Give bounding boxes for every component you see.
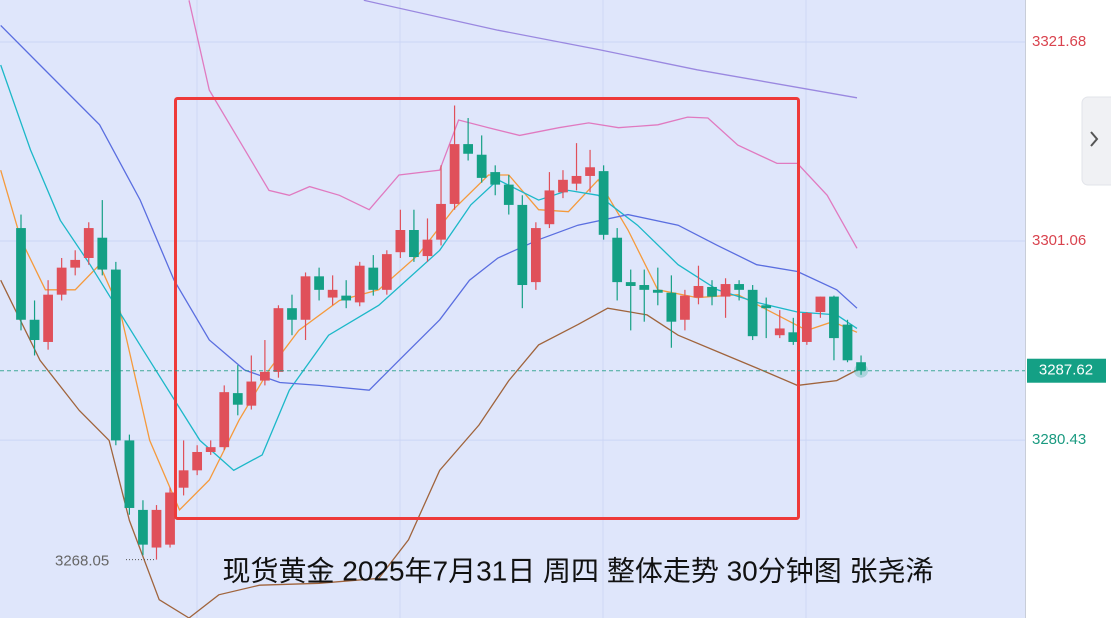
candle-body (436, 203, 446, 240)
candle-body (856, 362, 866, 371)
candle-body (585, 167, 595, 176)
candle-body (788, 332, 799, 342)
overlay: 3287.62 3268.05 (0, 358, 1106, 570)
candle-body (97, 237, 108, 270)
candle-body (409, 230, 419, 258)
candle-body (29, 319, 40, 341)
candle-body (747, 289, 758, 337)
candle-body (327, 289, 338, 298)
candle-body (734, 284, 744, 290)
candle-body (260, 371, 270, 381)
candle-body (83, 228, 94, 258)
candle-body (246, 381, 257, 406)
candle-body (476, 154, 487, 178)
candle-body (680, 295, 690, 320)
indicator-line (188, 0, 858, 249)
candle-body (530, 228, 541, 283)
y-tick-label: 3321.68 (1032, 33, 1086, 50)
indicator-line (363, 0, 858, 99)
candle-body (720, 284, 731, 297)
candle-body (300, 276, 311, 320)
candle-body (842, 324, 853, 361)
candle-body (761, 305, 772, 309)
candles (16, 105, 866, 560)
current-price-glow (854, 363, 869, 378)
candle-body (612, 237, 623, 283)
candle-body (70, 259, 81, 268)
highlight-box (174, 97, 800, 520)
candle-body (422, 239, 433, 257)
candle-body (341, 295, 352, 301)
current-price-label: 3287.62 (1039, 362, 1093, 379)
candle-body (314, 276, 324, 290)
candle-body (381, 254, 392, 290)
candle-body (449, 144, 460, 204)
candle-body (774, 328, 785, 336)
low-label: 3268.05 (55, 553, 109, 570)
candle-body (598, 171, 609, 235)
candle-body (517, 204, 528, 286)
candle-body (165, 492, 175, 545)
candle-body (693, 285, 704, 298)
chevron-icon[interactable] (1090, 131, 1099, 147)
candle-body (354, 265, 365, 303)
candle-body (151, 509, 162, 548)
price-axis-background (1025, 0, 1111, 618)
candle-body (219, 392, 230, 448)
candle-body (138, 509, 148, 545)
candle-body (503, 184, 514, 205)
candle-body (707, 286, 717, 297)
candle-body (666, 292, 677, 322)
current-price-box (1027, 358, 1106, 383)
candle-body (178, 470, 189, 488)
candle-body (43, 294, 53, 342)
candle-body (205, 447, 216, 452)
candle-body (395, 230, 406, 253)
candle-body (639, 285, 650, 290)
candle-body (192, 451, 203, 471)
candle-body (463, 144, 474, 154)
candle-body (801, 313, 812, 342)
candle-body (815, 296, 826, 313)
candle-body (287, 308, 297, 320)
candle-body (16, 228, 26, 320)
candle-body (368, 267, 379, 290)
candle-body (652, 289, 663, 293)
candle-body (571, 175, 582, 184)
candle-body (829, 296, 839, 339)
y-tick-label: 3301.06 (1032, 232, 1086, 249)
candle-body (558, 179, 568, 193)
candle-body (124, 440, 135, 508)
y-tick-label: 3280.43 (1032, 431, 1086, 448)
candle-body (232, 393, 243, 405)
side-toggle-button[interactable] (1081, 96, 1111, 186)
indicator-line (0, 279, 858, 619)
candle-body (490, 172, 501, 185)
grid (0, 41, 1025, 441)
candle-body (625, 282, 636, 286)
chart-title: 现货黄金 2025年7月31日 周四 整体走势 30分钟图 张尧浠 (222, 555, 933, 586)
candle-body (273, 308, 284, 372)
indicator-line (0, 24, 858, 391)
candle-body (544, 190, 555, 225)
candle-body (110, 269, 121, 441)
candle-body (56, 267, 67, 295)
